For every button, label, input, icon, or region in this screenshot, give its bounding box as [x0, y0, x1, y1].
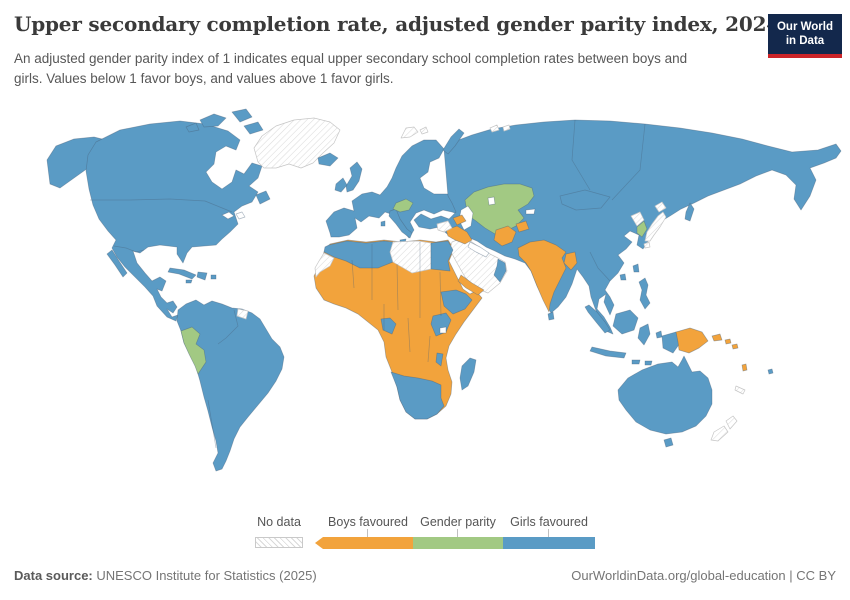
region-lesser-sunda-islands[interactable]	[631, 359, 653, 366]
legend-swatch-gender-parity[interactable]	[413, 537, 503, 549]
region-india[interactable]	[517, 239, 567, 313]
region-newfoundland[interactable]	[255, 190, 271, 205]
region-azerbaijan[interactable]	[452, 214, 467, 226]
region-iceland[interactable]	[317, 152, 339, 167]
region-java[interactable]	[589, 346, 627, 359]
region-gabon[interactable]	[380, 317, 397, 335]
region-ethiopia[interactable]	[440, 289, 473, 315]
owid-logo[interactable]: Our World in Data	[768, 14, 842, 58]
legend-label-girls-favoured: Girls favoured	[510, 515, 588, 529]
region-papua-new-guinea[interactable]	[675, 327, 709, 354]
legend-tick	[457, 529, 458, 537]
region-malawi[interactable]	[435, 352, 444, 367]
region-moluccas[interactable]	[655, 330, 663, 339]
region-japan[interactable]	[643, 201, 667, 249]
region-united-kingdom[interactable]	[345, 161, 363, 193]
region-maghreb[interactable]	[323, 240, 394, 269]
region-egypt[interactable]	[430, 240, 454, 272]
footer-license: | CC BY	[785, 568, 836, 583]
region-western-sahara[interactable]	[314, 252, 335, 278]
legend-tick	[367, 529, 368, 537]
region-solomon-islands[interactable]	[724, 338, 739, 350]
region-caribbean-islands[interactable]	[185, 271, 217, 284]
region-sumatra[interactable]	[584, 304, 611, 334]
owid-logo-line2: in Data	[785, 35, 825, 48]
legend-label-gender-parity: Gender parity	[420, 515, 496, 529]
legend-label-boys-favoured: Boys favoured	[328, 515, 408, 529]
region-oman[interactable]	[493, 258, 507, 283]
aral-sea	[487, 196, 496, 206]
region-hainan[interactable]	[619, 273, 627, 281]
data-source-label: Data source:	[14, 568, 93, 583]
region-arctic-islands-no-data[interactable]	[489, 124, 511, 133]
region-australia[interactable]	[617, 355, 713, 435]
region-libya[interactable]	[389, 240, 432, 274]
lake-victoria	[439, 326, 447, 334]
region-sakhalin[interactable]	[684, 202, 695, 222]
region-fiji[interactable]	[767, 368, 774, 375]
region-iraq[interactable]	[445, 225, 473, 245]
region-baja-california[interactable]	[106, 249, 128, 278]
legend-no-data-swatch[interactable]	[255, 537, 303, 548]
region-ireland[interactable]	[334, 177, 348, 193]
region-north-america[interactable]	[85, 120, 263, 322]
region-southern-africa[interactable]	[390, 371, 445, 420]
region-borneo[interactable]	[612, 309, 639, 335]
region-new-caledonia[interactable]	[734, 385, 746, 395]
region-new-britain[interactable]	[711, 333, 723, 342]
lake-balkhash	[525, 208, 536, 215]
region-philippines[interactable]	[638, 277, 651, 310]
region-cuba[interactable]	[167, 267, 197, 280]
persian-gulf	[467, 241, 490, 258]
legend-swatch-girls-favoured[interactable]	[503, 537, 595, 549]
region-peru[interactable]	[180, 326, 207, 375]
region-sulawesi[interactable]	[637, 323, 651, 346]
region-west-new-guinea[interactable]	[661, 331, 681, 354]
region-central-asia[interactable]	[464, 183, 535, 235]
region-bangladesh[interactable]	[563, 251, 578, 271]
region-tasmania[interactable]	[663, 437, 674, 448]
region-north-korea[interactable]	[630, 211, 645, 227]
region-tajikistan[interactable]	[515, 220, 530, 233]
footer: Data source: UNESCO Institute for Statis…	[14, 568, 836, 583]
region-yemen[interactable]	[457, 274, 485, 296]
chart-subtitle: An adjusted gender parity index of 1 ind…	[14, 51, 688, 87]
region-syria[interactable]	[436, 220, 453, 233]
region-svalbard[interactable]	[400, 126, 429, 139]
internal-borders	[90, 119, 646, 449]
legend-swatch-boys-favoured[interactable]	[315, 537, 413, 549]
region-madagascar[interactable]	[459, 357, 477, 391]
region-south-america[interactable]	[176, 299, 285, 472]
region-novaya-zemlya[interactable]	[442, 128, 465, 155]
data-source-text: UNESCO Institute for Statistics (2025)	[92, 568, 317, 583]
region-greenland[interactable]	[253, 117, 341, 169]
footer-link[interactable]: OurWorldinData.org/global-education	[571, 568, 786, 583]
owid-logo-stripe	[768, 53, 842, 58]
region-new-zealand[interactable]	[710, 415, 738, 442]
great-lakes	[221, 211, 246, 220]
region-south-korea[interactable]	[636, 220, 648, 238]
region-taiwan[interactable]	[632, 263, 640, 273]
region-afghanistan[interactable]	[493, 225, 517, 247]
region-vanuatu[interactable]	[741, 363, 748, 372]
footer-right: OurWorldinData.org/global-education | CC…	[571, 568, 836, 583]
region-canadian-arctic-islands[interactable]	[185, 108, 264, 135]
region-arabian-peninsula[interactable]	[449, 237, 508, 294]
page-title: Upper secondary completion rate, adjuste…	[14, 12, 781, 36]
data-source: Data source: UNESCO Institute for Statis…	[14, 568, 317, 583]
legend-tick	[548, 529, 549, 537]
region-hungary-croatia[interactable]	[392, 198, 414, 213]
region-suriname[interactable]	[236, 308, 249, 320]
legend-no-data-label: No data	[257, 515, 301, 529]
owid-logo-line1: Our World	[776, 21, 833, 33]
region-sri-lanka[interactable]	[547, 311, 555, 321]
region-africa[interactable]	[313, 239, 483, 420]
